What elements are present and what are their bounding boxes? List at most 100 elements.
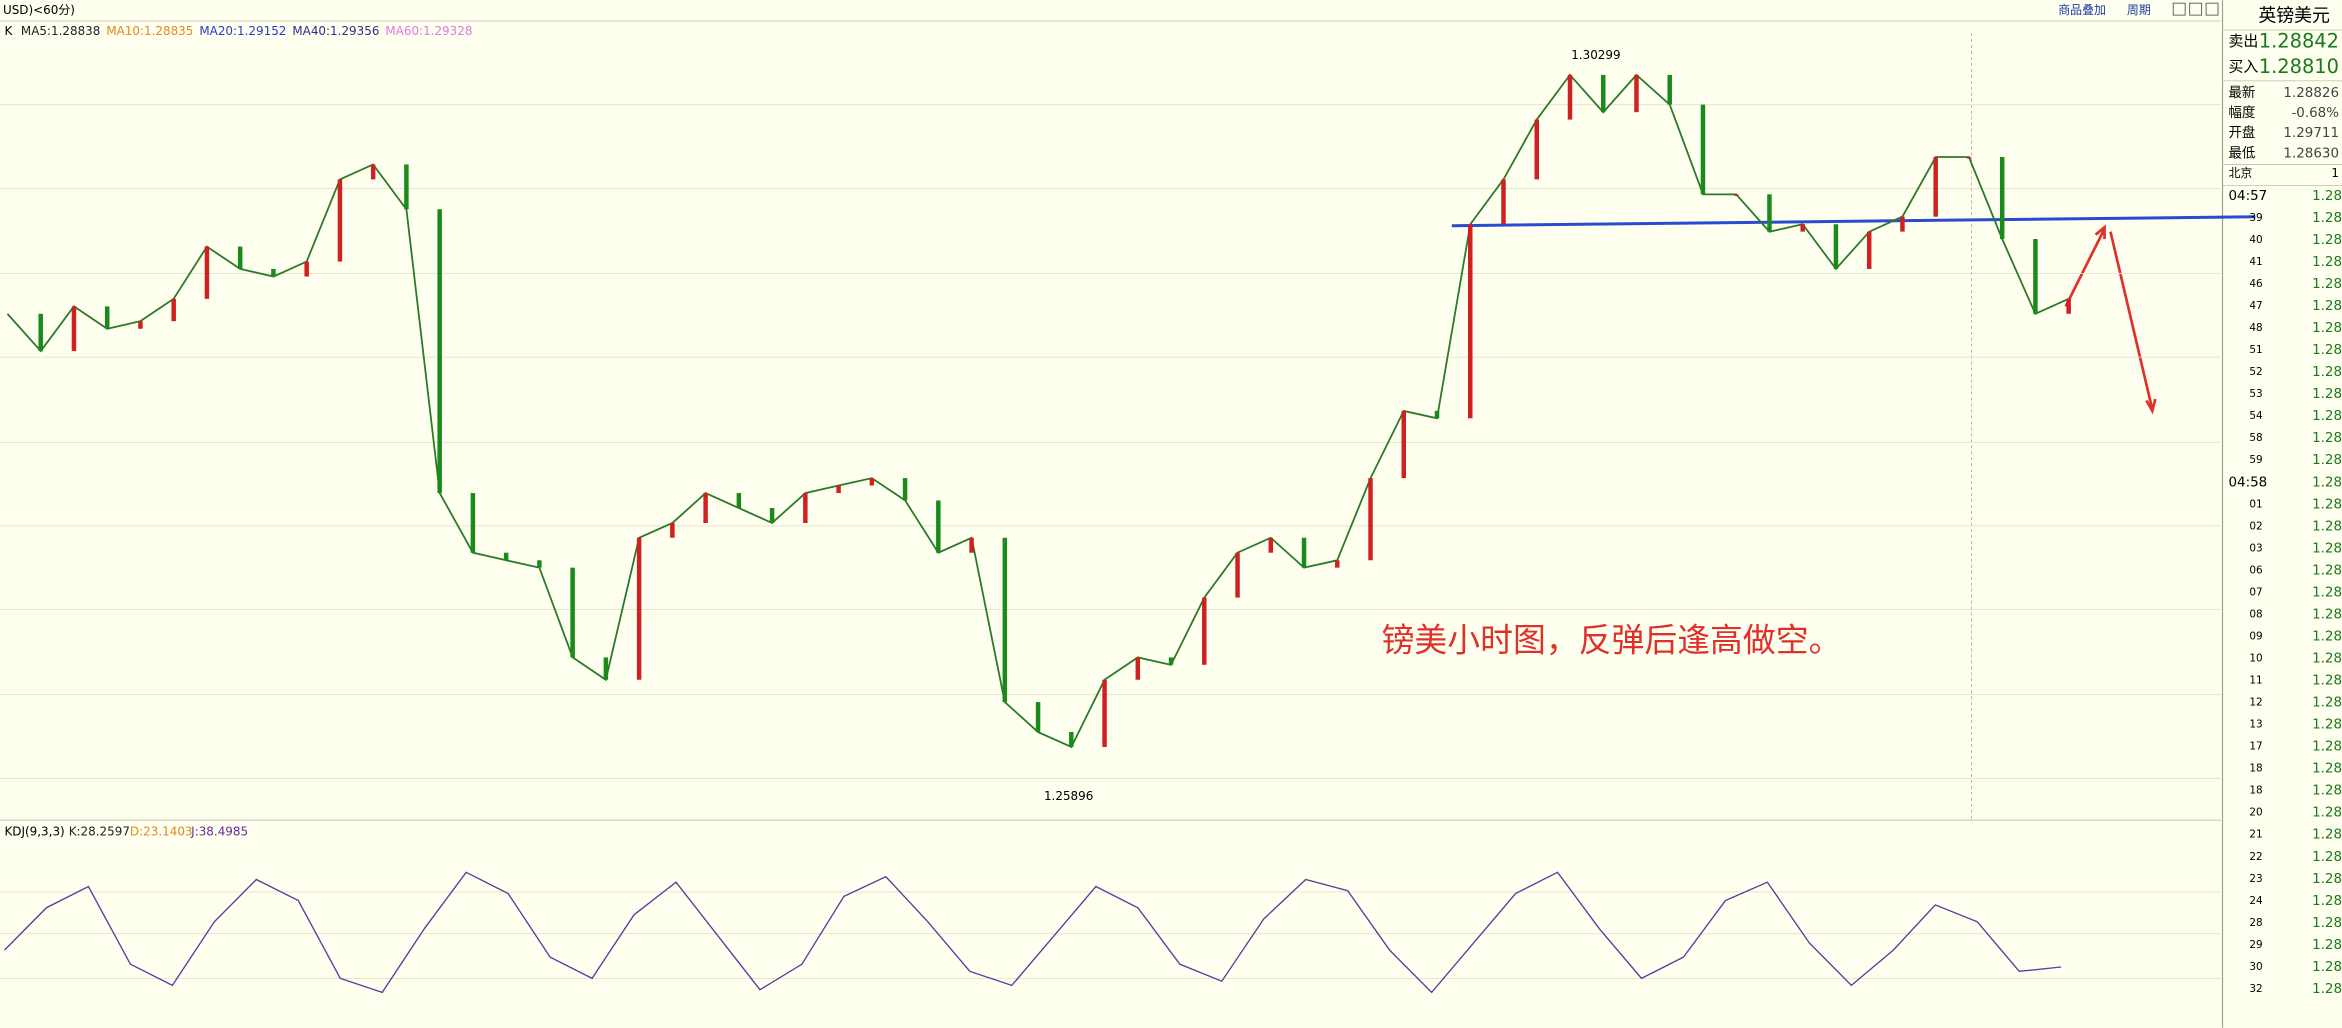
- ma-label: MA10:1.28835: [106, 24, 193, 38]
- tick-time: 13: [2249, 719, 2262, 731]
- kdj-k: K:28.2597: [69, 825, 130, 839]
- ma-label: MA20:1.29152: [199, 24, 286, 38]
- quote-value: 1.28842: [2259, 30, 2339, 53]
- candle: [570, 567, 575, 658]
- tick-time: 24: [2249, 895, 2263, 907]
- candle: [71, 306, 77, 352]
- tick-price: 1.28: [2312, 916, 2342, 931]
- candle: [237, 246, 243, 269]
- candle: [1468, 224, 1473, 419]
- tick-time: 09: [2249, 630, 2262, 642]
- indicator-name: K: [4, 24, 13, 38]
- tick-time: 06: [2249, 564, 2262, 576]
- candle: [204, 246, 210, 299]
- tick-price: 1.28: [2312, 894, 2342, 909]
- tick-time: 30: [2249, 961, 2262, 973]
- tick-time: 12: [2249, 697, 2262, 709]
- tick-time: 41: [2249, 256, 2262, 268]
- tick-price: 1.28: [2312, 343, 2342, 358]
- menu-item[interactable]: 商品叠加: [2058, 2, 2106, 17]
- candle: [902, 478, 908, 501]
- tick-price: 1.28: [2312, 828, 2342, 843]
- tick-price: 1.28: [2312, 629, 2342, 644]
- tick-price: 1.28: [2312, 299, 2342, 314]
- candle: [969, 537, 974, 553]
- tick-time: 03: [2249, 542, 2262, 554]
- candle: [1035, 702, 1041, 733]
- candle: [1866, 231, 1872, 269]
- tick-time: 28: [2249, 917, 2262, 929]
- quote-value: 1.28630: [2283, 146, 2339, 161]
- low-label: 1.25896: [1044, 789, 1093, 803]
- candle: [503, 552, 509, 561]
- tick-time: 53: [2249, 388, 2262, 400]
- candle: [869, 478, 875, 486]
- tick-price: 1.28: [2312, 806, 2342, 821]
- quote-value: 1.29711: [2283, 126, 2339, 141]
- window-button[interactable]: [2172, 2, 2186, 16]
- candle: [1933, 157, 1938, 217]
- candle: [1600, 74, 1606, 113]
- candle: [603, 657, 609, 680]
- tick-price: 1.28: [2312, 872, 2342, 887]
- tick-price: 1.28: [2312, 519, 2342, 534]
- candle: [636, 537, 642, 680]
- candle: [537, 560, 542, 568]
- kdj-k-line: [4, 871, 2062, 994]
- candle: [836, 485, 841, 494]
- tick-price: 1.28: [2312, 563, 2342, 578]
- candle: [437, 209, 442, 494]
- tick-price: 1.28: [2312, 233, 2342, 248]
- candle: [1268, 537, 1274, 553]
- price-line: [6, 73, 2070, 749]
- tick-time: 52: [2249, 366, 2262, 378]
- candle: [271, 268, 276, 277]
- window-button[interactable]: [2189, 2, 2203, 16]
- ma-label: MA40:1.29356: [292, 24, 379, 38]
- tick-time: 51: [2249, 344, 2262, 356]
- kdj-label: KDJ(9,3,3): [4, 825, 64, 839]
- window-button[interactable]: [2205, 2, 2219, 16]
- quote-label: 幅度: [2228, 105, 2255, 121]
- tick-price: 1.28: [2312, 541, 2342, 556]
- candle: [470, 493, 476, 553]
- candle: [1335, 560, 1340, 568]
- quote-label: 开盘: [2228, 124, 2255, 141]
- tick-time: 46: [2249, 278, 2262, 290]
- candle: [1168, 657, 1174, 665]
- tick-price: 1.28: [2312, 674, 2342, 689]
- candle: [1069, 732, 1074, 747]
- tick-price: 1.28: [2312, 938, 2342, 953]
- tick-time: 21: [2249, 829, 2262, 841]
- tick-price: 1.28: [2312, 453, 2342, 468]
- tick-price: 1.28: [2312, 585, 2342, 600]
- candle: [1102, 679, 1107, 747]
- tick-time: 10: [2249, 653, 2262, 665]
- candle: [1301, 537, 1307, 568]
- candle: [670, 522, 675, 538]
- tick-time: 11: [2249, 675, 2262, 687]
- tick-time: 17: [2249, 741, 2262, 753]
- tick-time: 20: [2249, 807, 2262, 819]
- quote-label: 最新: [2228, 85, 2255, 101]
- tick-time: 40: [2249, 234, 2262, 246]
- candle: [703, 493, 708, 523]
- time-label: 北京: [2228, 166, 2252, 180]
- tick-price: 1.28: [2312, 982, 2342, 997]
- candle: [171, 298, 176, 322]
- tick-time: 01: [2249, 498, 2262, 510]
- tick-price: 1.28: [2312, 740, 2342, 755]
- candle: [304, 261, 309, 277]
- tick-price: 1.28: [2312, 277, 2342, 292]
- quote-label: 最低: [2228, 145, 2255, 161]
- tick-price: 1.28: [2312, 409, 2342, 424]
- tick-time: 29: [2249, 939, 2262, 951]
- quote-label: 买入: [2228, 57, 2258, 75]
- tick-time: 59: [2249, 454, 2262, 466]
- quote-value: -0.68%: [2291, 106, 2339, 121]
- tick-time: 02: [2249, 520, 2262, 532]
- candle: [1767, 194, 1772, 232]
- menu-item[interactable]: 周期: [2127, 3, 2151, 17]
- tick-time: 07: [2249, 586, 2262, 598]
